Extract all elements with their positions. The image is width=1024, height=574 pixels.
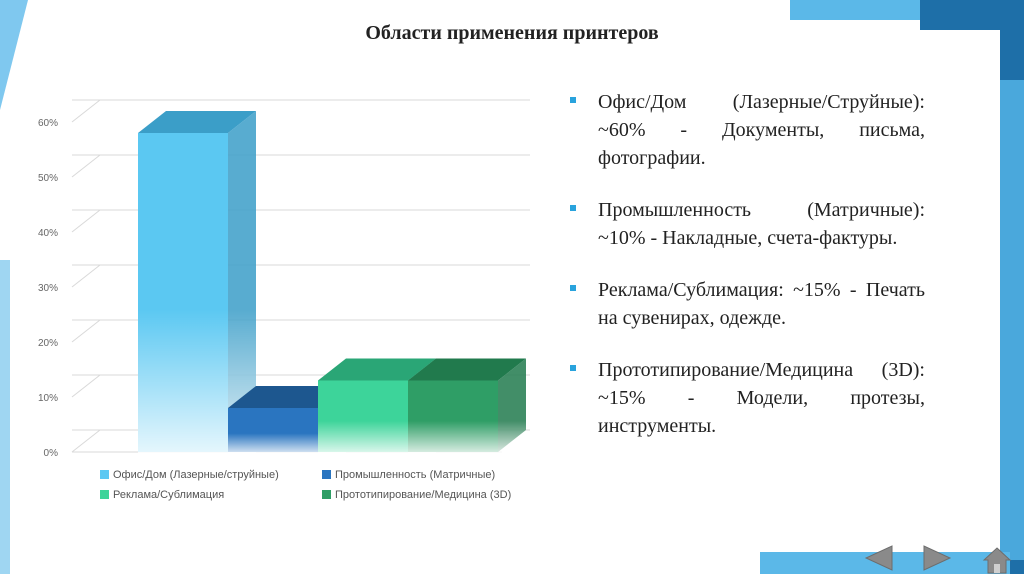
bullet-item-office: Офис/Дом (Лазерные/Струйные): ~60% - Док… <box>570 88 925 172</box>
gridline-side <box>71 99 101 123</box>
bar-top <box>318 358 436 381</box>
bar-top <box>228 386 346 408</box>
y-tick-label: 30% <box>38 283 58 294</box>
gridline-side <box>71 374 101 398</box>
y-tick-label: 60% <box>38 118 58 129</box>
bullet-item-industry: Промышленность (Матричные): ~10% - Накла… <box>570 196 925 252</box>
bullet-marker <box>570 365 576 371</box>
bullet-item-advertising: Реклама/Сублимация: ~15% - Печать на сув… <box>570 276 925 332</box>
bullet-text: Офис/Дом (Лазерные/Струйные): ~60% - Док… <box>598 91 925 169</box>
gridline-side <box>71 209 101 233</box>
decor-top-right-light <box>790 0 930 20</box>
y-tick-label: 0% <box>44 448 59 459</box>
legend-label: Промышленность (Матричные) <box>335 469 495 481</box>
y-tick-label: 10% <box>38 393 58 404</box>
home-icon[interactable] <box>982 546 1012 574</box>
bar-top <box>408 358 526 381</box>
bullet-text: Промышленность (Матричные): ~10% - Накла… <box>598 199 925 249</box>
gridline-side <box>71 319 101 343</box>
decor-left-bottom <box>0 260 10 574</box>
bar-reflection-fade <box>408 380 526 454</box>
bullet-list: Офис/Дом (Лазерные/Струйные): ~60% - Док… <box>570 88 925 464</box>
bullet-marker <box>570 97 576 103</box>
bar-reflection-fade <box>138 133 256 454</box>
bullet-marker <box>570 285 576 291</box>
legend-swatch <box>322 470 331 479</box>
bullet-marker <box>570 205 576 211</box>
y-tick-label: 40% <box>38 228 58 239</box>
y-tick-label: 50% <box>38 173 58 184</box>
bullet-text: Прототипирование/Медицина (3D): ~15% - М… <box>598 359 925 437</box>
bar <box>138 111 256 454</box>
legend-label: Прототипирование/Медицина (3D) <box>335 489 511 501</box>
legend-swatch <box>322 490 331 499</box>
left-arrow-icon[interactable] <box>862 544 896 572</box>
legend-swatch <box>100 470 109 479</box>
gridline-side <box>71 264 101 288</box>
gridline-side <box>71 154 101 178</box>
decor-left-accent <box>0 0 28 110</box>
legend-swatch <box>100 490 109 499</box>
gridline-side <box>71 429 101 453</box>
bar <box>408 358 526 454</box>
legend-label: Реклама/Сублимация <box>113 489 224 501</box>
y-tick-label: 20% <box>38 338 58 349</box>
legend-label: Офис/Дом (Лазерные/струйные) <box>113 469 279 481</box>
bullet-item-prototyping: Прототипирование/Медицина (3D): ~15% - М… <box>570 356 925 440</box>
decor-right-strip-light <box>1000 80 1024 560</box>
slide-title: Области применения принтеров <box>365 22 659 44</box>
right-arrow-icon[interactable] <box>920 544 954 572</box>
bullet-text: Реклама/Сублимация: ~15% - Печать на сув… <box>598 279 925 329</box>
bar-top <box>138 111 256 133</box>
